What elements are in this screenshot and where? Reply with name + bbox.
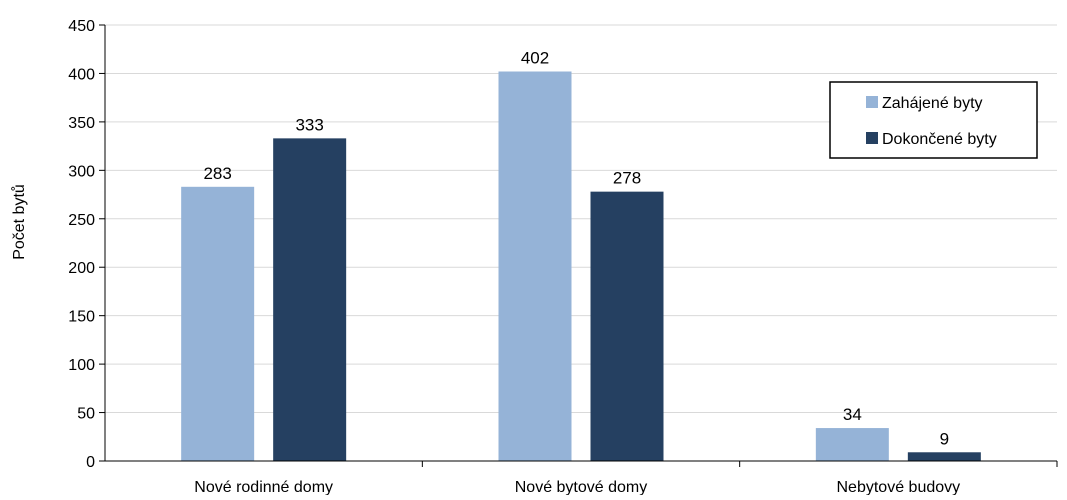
bar	[908, 452, 981, 461]
y-axis-title: Počet bytů	[10, 184, 28, 260]
x-category-label: Nebytové budovy	[837, 479, 961, 495]
bar	[816, 428, 889, 461]
data-label: 9	[940, 429, 949, 448]
bar	[181, 187, 254, 461]
y-tick-label: 350	[68, 115, 95, 132]
bar	[591, 192, 664, 461]
y-tick-label: 200	[68, 260, 95, 277]
y-tick-label: 100	[68, 357, 95, 374]
data-label: 34	[843, 405, 862, 424]
legend-swatch-dokoncene	[866, 132, 878, 144]
y-tick-label: 150	[68, 309, 95, 326]
data-label: 402	[521, 49, 549, 68]
data-label: 333	[295, 115, 323, 134]
y-tick-label: 0	[86, 454, 95, 471]
y-tick-label: 400	[68, 66, 95, 83]
bar	[499, 72, 572, 461]
bar	[273, 138, 346, 461]
data-label: 283	[203, 164, 231, 183]
legend-swatch-zahajene	[866, 96, 878, 108]
y-tick-label: 250	[68, 212, 95, 229]
y-tick-label: 50	[77, 406, 95, 423]
legend-label-dokoncene: Dokončené byty	[882, 131, 997, 148]
x-category-label: Nové rodinné domy	[194, 479, 333, 495]
data-label: 278	[613, 169, 641, 188]
legend: Zahájené byty Dokončené byty	[830, 82, 1037, 158]
x-category-label: Nové bytové domy	[515, 479, 648, 495]
y-tick-label: 450	[68, 18, 95, 35]
legend-label-zahajene: Zahájené byty	[882, 95, 983, 112]
y-tick-label: 300	[68, 163, 95, 180]
